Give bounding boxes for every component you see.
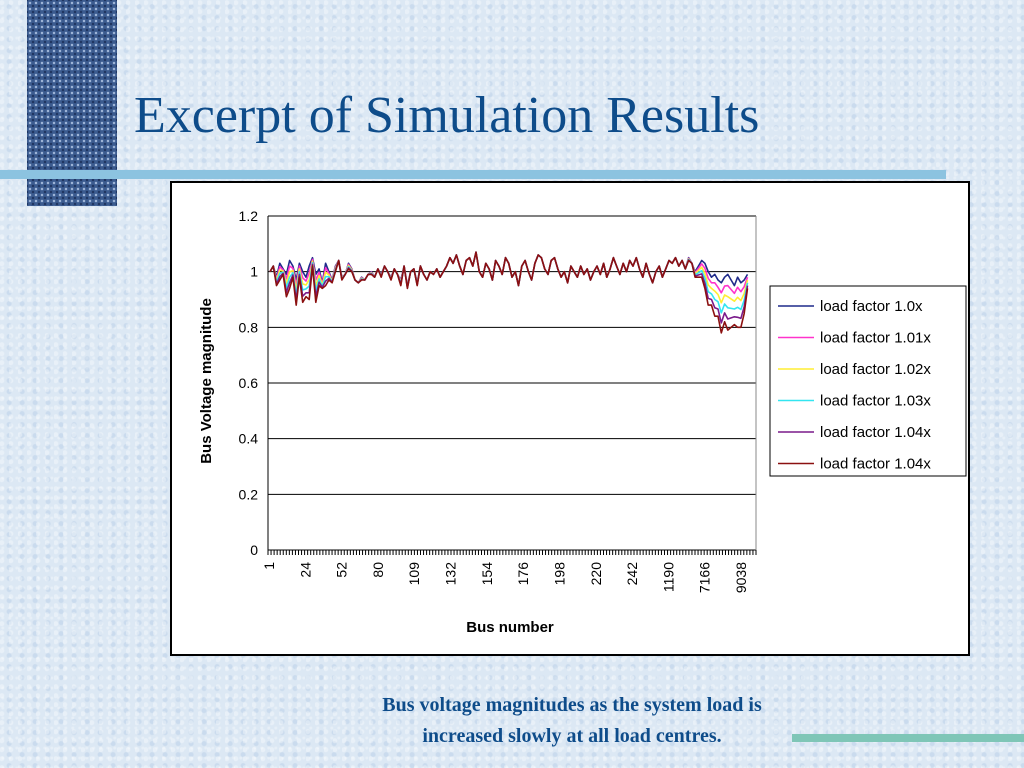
- legend-label: load factor 1.03x: [820, 393, 931, 410]
- y-tick-label: 0: [250, 542, 258, 558]
- legend-label: load factor 1.04x: [820, 456, 931, 473]
- y-tick-label: 0.6: [239, 375, 259, 391]
- x-tick-label: 198: [551, 562, 567, 586]
- x-tick-label: 176: [515, 562, 531, 586]
- voltage-line-chart: 0 0.2 0.4 0.6 0.8 1 1.2 1 24 52 80 109 132 154 176 198 2…: [198, 208, 967, 636]
- x-tick-label: 24: [297, 562, 313, 578]
- legend-label: load factor 1.04x: [820, 424, 931, 441]
- x-tick-label: 220: [588, 562, 604, 586]
- x-tick-label: 9038: [733, 562, 749, 593]
- x-tick-label: 242: [624, 562, 640, 586]
- x-tick-label: 80: [370, 562, 386, 578]
- chart-frame: 0 0.2 0.4 0.6 0.8 1 1.2 1 24 52 80 109 132 154 176 198 2…: [170, 181, 970, 656]
- caption-line-1: Bus voltage magnitudes as the system loa…: [382, 694, 762, 716]
- accent-line-bottom: [792, 734, 1024, 742]
- x-tick-marks: [267, 550, 757, 555]
- slide-caption: Bus voltage magnitudes as the system loa…: [322, 690, 822, 752]
- y-tick-label: 0.2: [239, 486, 259, 502]
- series-line: [269, 251, 749, 334]
- x-tick-label: 109: [406, 562, 422, 586]
- y-tick-label: 0.4: [239, 431, 259, 447]
- legend-box: [769, 285, 967, 477]
- series-line: [269, 251, 749, 314]
- x-tick-label: 154: [479, 562, 495, 586]
- accent-line-top: [0, 170, 946, 179]
- slide-title: Excerpt of Simulation Results: [134, 87, 760, 144]
- y-axis-title: Bus Voltage magnitude: [198, 298, 215, 464]
- x-tick-label: 7166: [697, 562, 713, 593]
- y-tick-label: 0.8: [239, 319, 259, 335]
- x-tick-label: 132: [443, 562, 459, 586]
- legend-label: load factor 1.02x: [820, 361, 931, 378]
- x-axis-title: Bus number: [466, 619, 554, 636]
- x-tick-label: 1190: [660, 562, 676, 592]
- x-tick-label: 1: [261, 562, 277, 570]
- legend-label: load factor 1.01x: [820, 330, 931, 347]
- y-tick-label: 1.2: [239, 208, 259, 224]
- x-tick-label: 52: [334, 562, 350, 578]
- legend-label: load factor 1.0x: [820, 298, 923, 315]
- y-tick-label: 1: [250, 264, 258, 280]
- caption-line-2: increased slowly at all load centres.: [422, 725, 722, 747]
